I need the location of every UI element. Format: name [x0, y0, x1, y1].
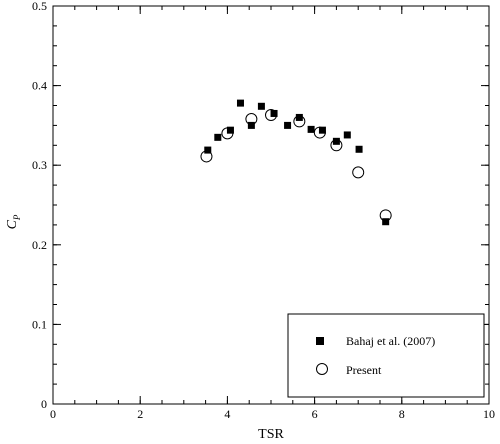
- bahaj-data-point: [318, 126, 326, 134]
- bahaj-data-point: [343, 131, 351, 139]
- bahaj-data-point: [307, 125, 315, 133]
- present-data-point: [221, 127, 234, 140]
- y-tick-label: 0.1: [32, 317, 47, 331]
- legend: Bahaj et al. (2007) Present: [287, 313, 485, 398]
- axis-ticks: [52, 5, 490, 405]
- legend-label-present: Present: [346, 363, 382, 377]
- y-tick-label: 0.5: [32, 0, 47, 13]
- axis-tick-labels: 0 2 4 6 8 10 0 0.1 0.2 0.3 0.4 0.5: [32, 0, 495, 421]
- bahaj-data-point: [226, 126, 234, 134]
- present-data-point: [200, 150, 213, 163]
- x-tick-label: 4: [224, 407, 230, 421]
- x-tick-label: 2: [137, 407, 143, 421]
- bahaj-data-point: [257, 102, 265, 110]
- y-axis-title: CP: [5, 214, 22, 229]
- present-data-point: [330, 139, 343, 152]
- y-tick-label: 0.3: [32, 158, 47, 172]
- legend-box: [287, 313, 485, 398]
- bahaj-data-point: [284, 121, 292, 129]
- y-tick-label: 0.4: [32, 79, 47, 93]
- y-tick-label: 0: [41, 397, 47, 411]
- legend-marker-bahaj: [316, 337, 324, 345]
- bahaj-data-point: [236, 99, 244, 107]
- x-axis-title: TSR: [258, 427, 284, 442]
- legend-marker-present: [316, 363, 328, 375]
- bahaj-data-point: [247, 121, 255, 129]
- bahaj-data-point: [270, 109, 278, 117]
- x-tick-label: 6: [312, 407, 318, 421]
- x-tick-label: 0: [50, 407, 56, 421]
- present-data-point: [379, 209, 392, 222]
- x-tick-label: 8: [399, 407, 405, 421]
- bahaj-data-point: [382, 218, 390, 226]
- x-tick-label: 10: [483, 407, 495, 421]
- present-data-point: [313, 126, 326, 139]
- bahaj-data-point: [295, 113, 303, 121]
- bahaj-data-point: [214, 133, 222, 141]
- bahaj-data-point: [204, 146, 212, 154]
- bahaj-data-point: [332, 137, 340, 145]
- present-data-point: [352, 166, 365, 179]
- present-data-point: [245, 113, 258, 126]
- y-tick-label: 0.2: [32, 238, 47, 252]
- legend-label-bahaj: Bahaj et al. (2007): [346, 334, 435, 348]
- bahaj-data-point: [355, 145, 363, 153]
- data-points: [200, 99, 392, 226]
- y-axis-title-subscript: P: [12, 214, 22, 221]
- svg-text:CP: CP: [5, 214, 22, 229]
- present-data-point: [293, 115, 306, 128]
- y-axis-title-main: C: [5, 219, 20, 229]
- present-data-point: [265, 109, 277, 122]
